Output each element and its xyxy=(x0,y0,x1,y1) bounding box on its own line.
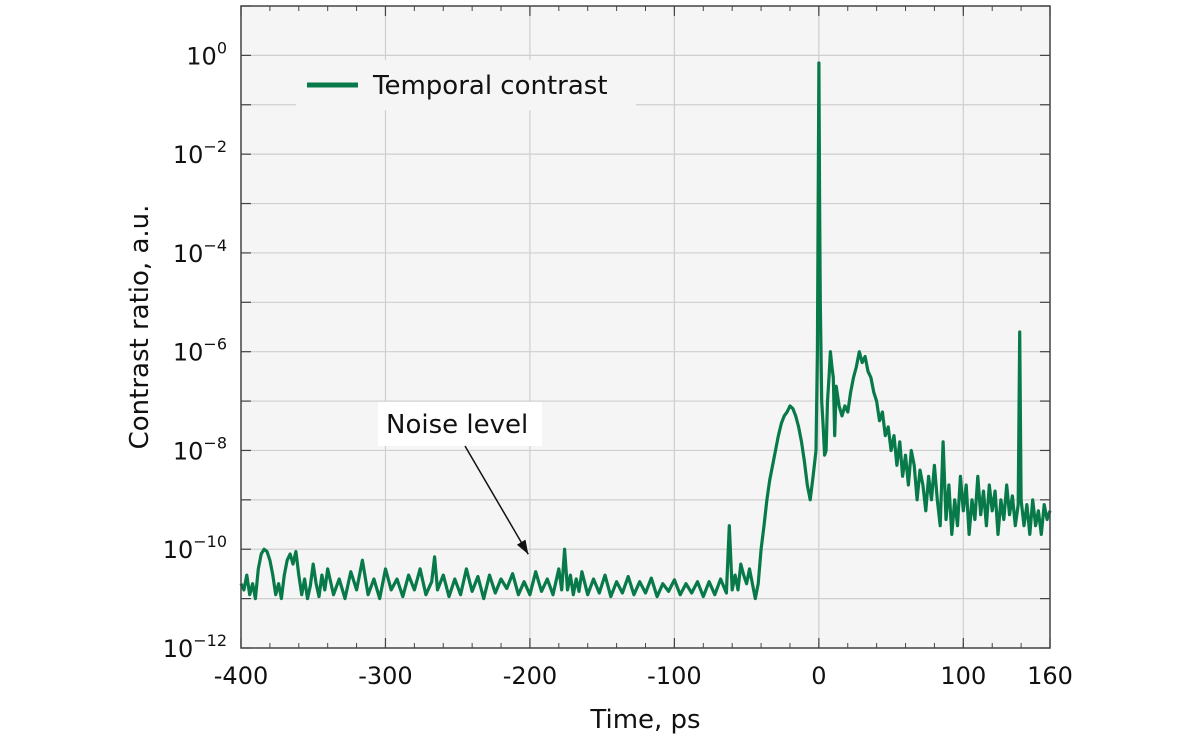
x-tick-label: -300 xyxy=(358,662,412,690)
series-line-0 xyxy=(239,61,1052,601)
y-tick-label: 10−8 xyxy=(173,433,227,465)
annotation-box xyxy=(378,402,542,446)
noise-level-annotation: Noise level xyxy=(378,402,542,555)
plot-area xyxy=(241,6,1050,648)
y-tick-label: 10−4 xyxy=(173,236,227,268)
x-tick-label: -400 xyxy=(214,662,268,690)
arrow-head-icon xyxy=(516,539,529,555)
axis-ticks xyxy=(240,5,1051,649)
y-tick-label: 10−12 xyxy=(163,631,227,663)
x-tick-label: 100 xyxy=(940,662,986,690)
x-tick-labels: -400 -300 -200 -100 0 100 160 xyxy=(214,662,1073,690)
legend-label: Temporal contrast xyxy=(372,71,608,101)
y-tick-labels: 100 10−2 10−4 10−6 10−8 10−10 10−12 xyxy=(163,38,227,663)
y-tick-label: 10−6 xyxy=(173,335,227,367)
y-tick-label: 10−2 xyxy=(173,137,227,169)
y-tick-label: 10−10 xyxy=(163,532,227,564)
y-axis-title: Contrast ratio, a.u. xyxy=(125,205,155,450)
x-tick-label: -100 xyxy=(647,662,701,690)
x-tick-label: -200 xyxy=(503,662,557,690)
data-layer xyxy=(239,61,1052,601)
annotation-label: Noise level xyxy=(386,410,528,440)
y-tick-label: 100 xyxy=(186,38,227,70)
x-tick-label: 0 xyxy=(811,662,826,690)
x-axis-title: Time, ps xyxy=(589,705,700,735)
legend: Temporal contrast xyxy=(296,60,636,110)
annotation-arrow xyxy=(464,445,529,555)
grid-lines xyxy=(241,6,1050,648)
x-tick-label: 160 xyxy=(1027,662,1073,690)
